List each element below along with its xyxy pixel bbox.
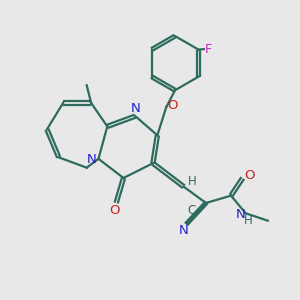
Text: N: N xyxy=(236,208,245,221)
Text: O: O xyxy=(110,204,120,217)
Text: O: O xyxy=(167,99,178,112)
Text: N: N xyxy=(131,102,141,115)
Text: H: H xyxy=(244,214,253,226)
Text: F: F xyxy=(204,43,211,56)
Text: C: C xyxy=(187,204,195,217)
Text: N: N xyxy=(178,224,188,238)
Text: O: O xyxy=(244,169,254,182)
Text: H: H xyxy=(188,175,197,188)
Text: N: N xyxy=(87,153,97,166)
